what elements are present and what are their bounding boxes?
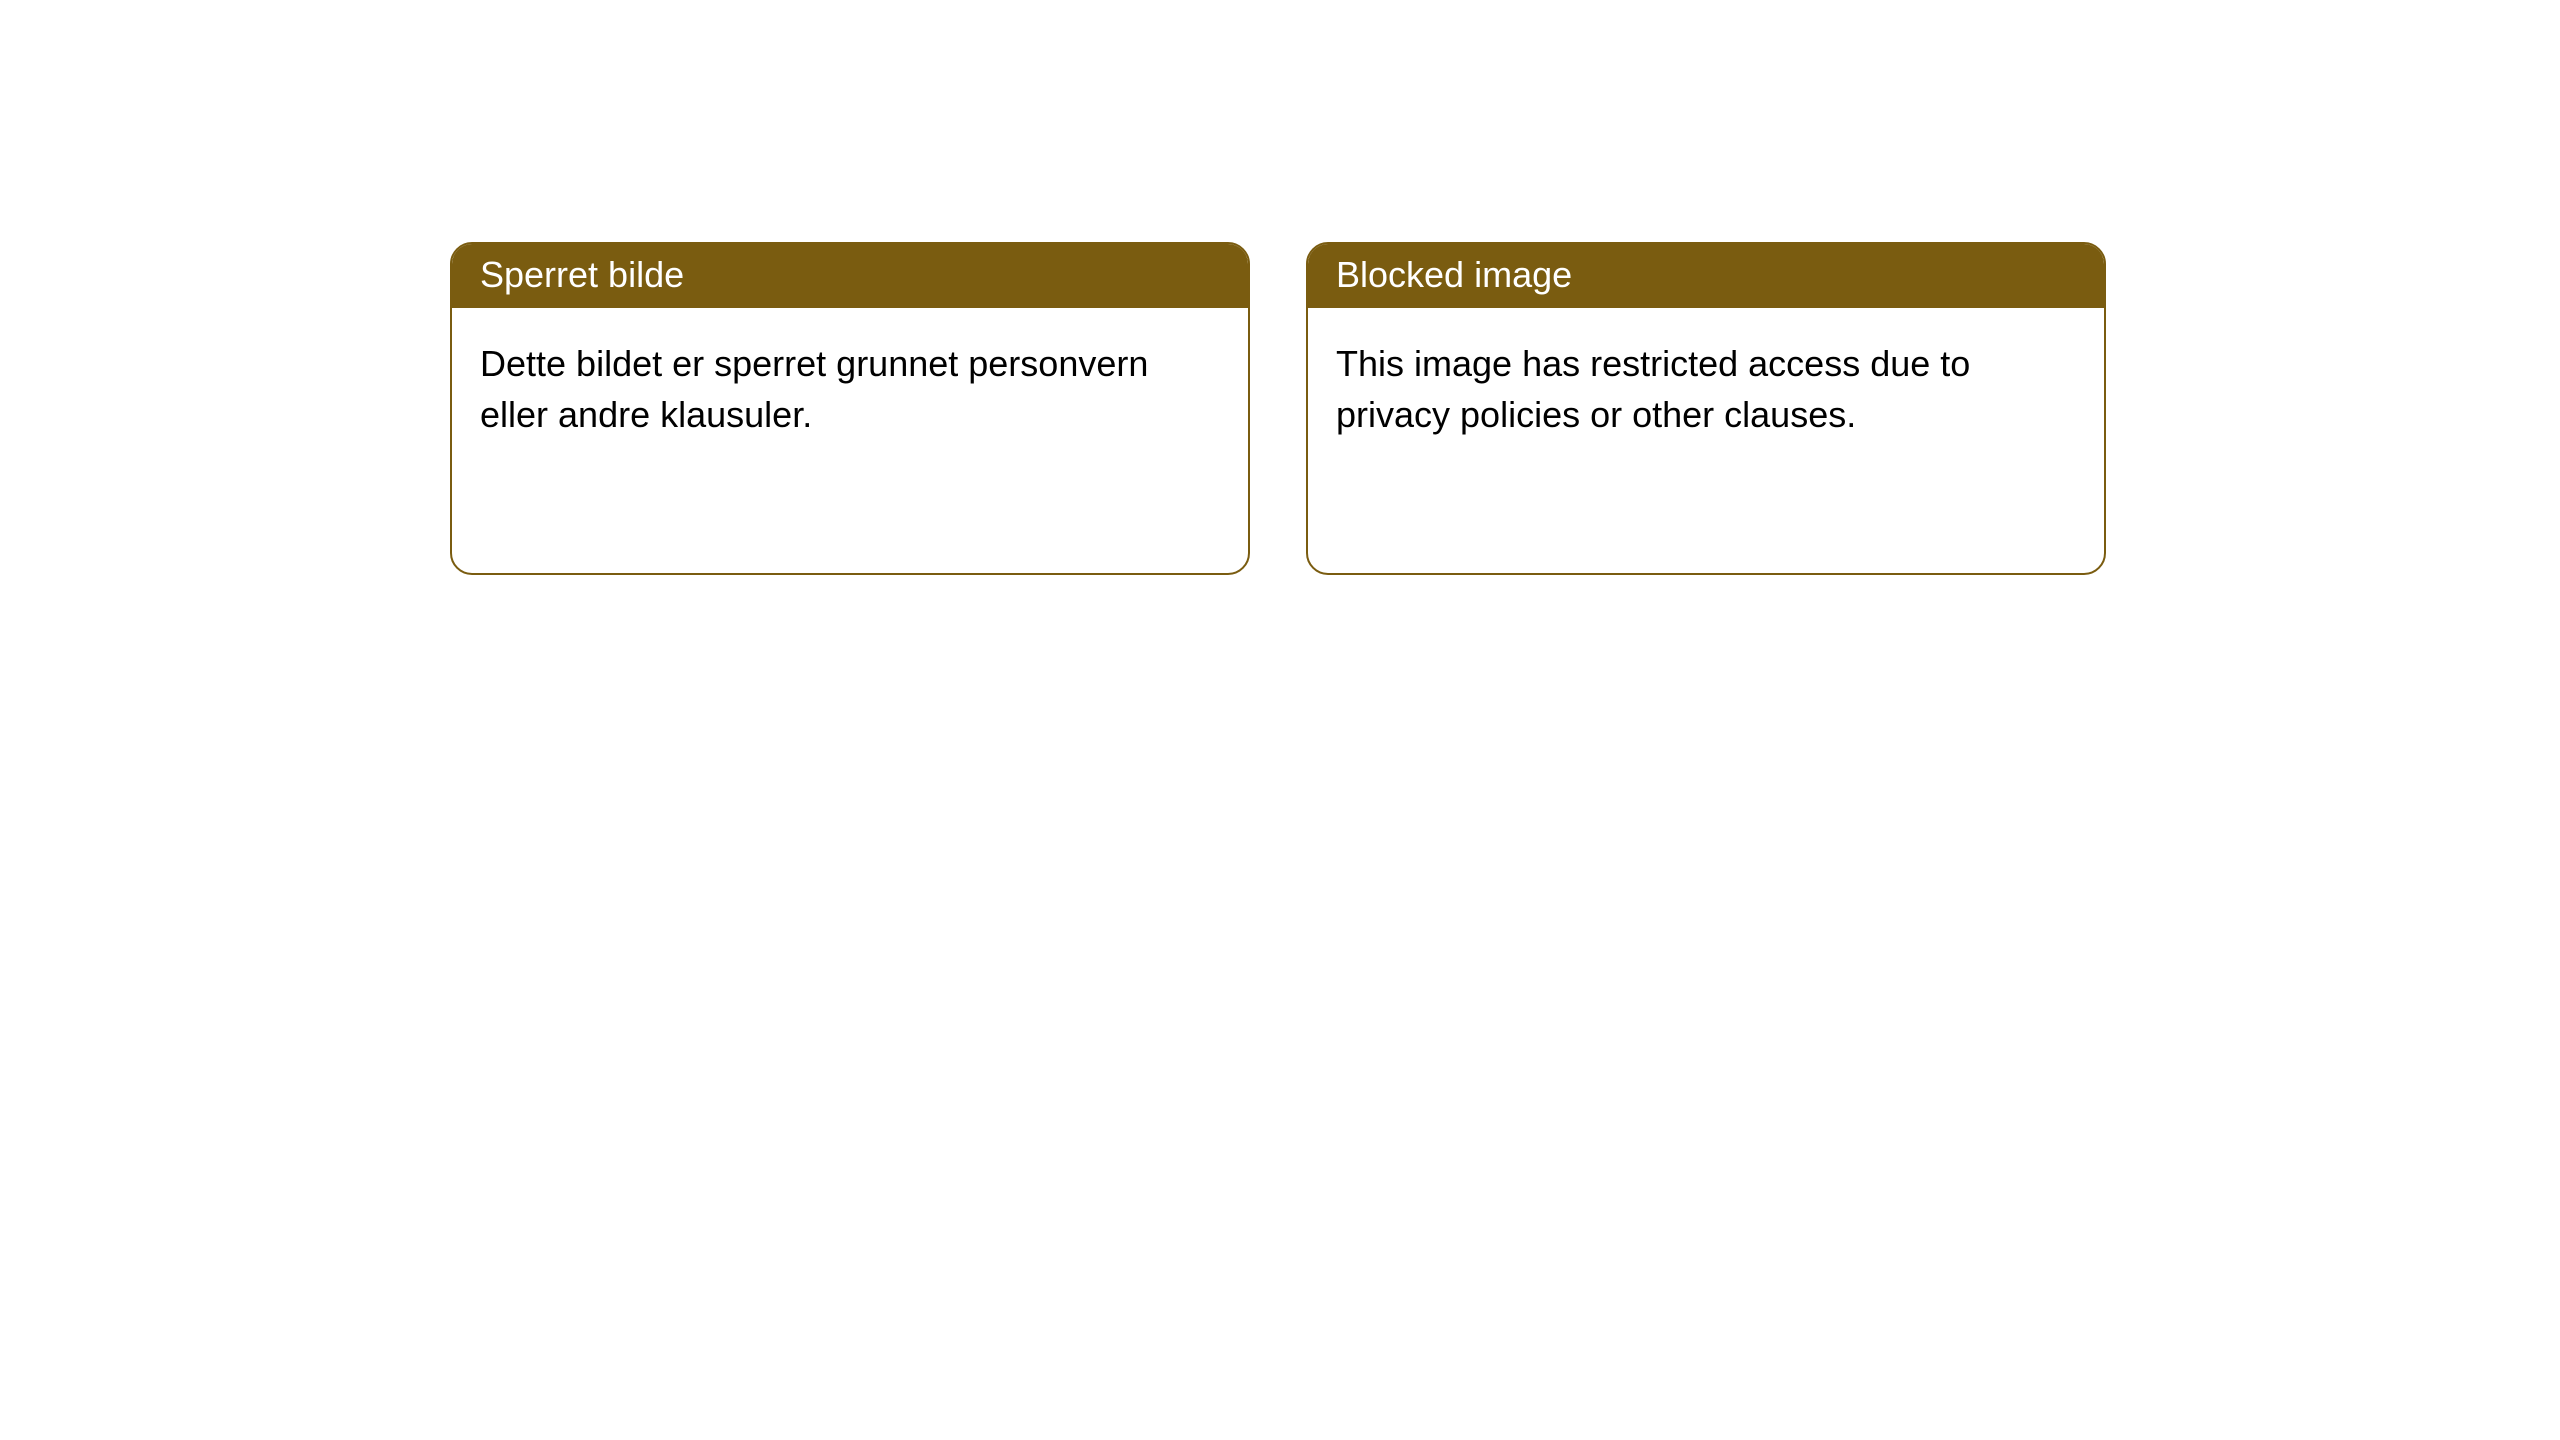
notice-container: Sperret bilde Dette bildet er sperret gr… — [0, 0, 2560, 575]
notice-header: Sperret bilde — [452, 244, 1248, 308]
notice-body: Dette bildet er sperret grunnet personve… — [452, 308, 1248, 470]
notice-header: Blocked image — [1308, 244, 2104, 308]
notice-card-english: Blocked image This image has restricted … — [1306, 242, 2106, 575]
notice-body: This image has restricted access due to … — [1308, 308, 2104, 470]
notice-card-norwegian: Sperret bilde Dette bildet er sperret gr… — [450, 242, 1250, 575]
